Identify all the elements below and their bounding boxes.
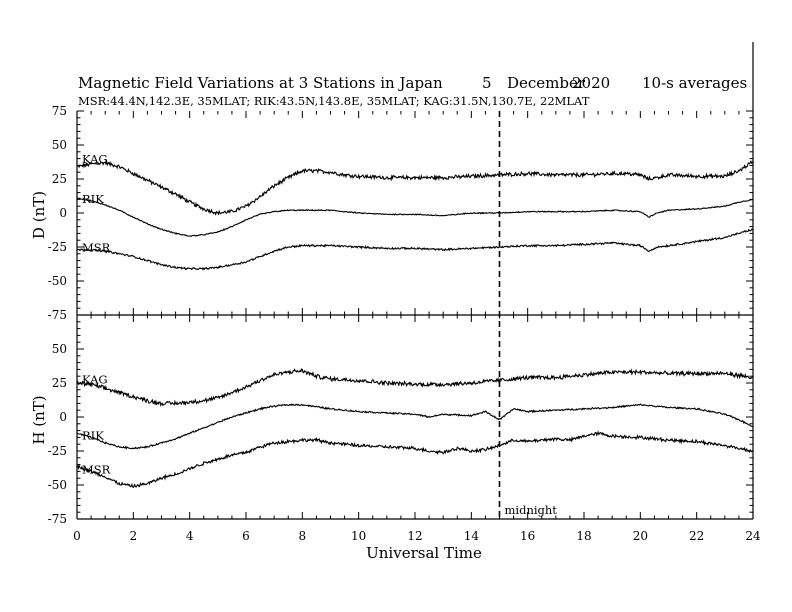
series-line-h-kag: [76, 368, 754, 407]
y-tick-label: -75: [48, 512, 67, 526]
x-tick-label: 24: [745, 529, 761, 543]
series-label-h-msr: MSR: [82, 462, 111, 476]
y-tick-label: 50: [52, 342, 67, 356]
d-panel-ylabel: D (nT): [30, 191, 48, 239]
h-panel-ylabel: H (nT): [30, 395, 48, 444]
series-line-d-kag: [76, 159, 754, 216]
y-tick-label: -75: [48, 308, 67, 322]
series-label-d-msr: MSR: [82, 241, 111, 255]
series-label-d-kag: KAG: [82, 152, 108, 166]
x-tick-label: 18: [576, 529, 591, 543]
x-tick-label: 8: [299, 529, 307, 543]
x-tick-label: 14: [464, 529, 480, 543]
x-tick-label: 4: [186, 529, 194, 543]
date-month: December: [507, 74, 586, 92]
y-tick-label: 25: [52, 172, 67, 186]
y-tick-label: 50: [52, 138, 67, 152]
y-tick-label: -25: [48, 240, 67, 254]
x-tick-label: 2: [130, 529, 138, 543]
x-tick-label: 6: [242, 529, 250, 543]
station-info: MSR:44.4N,142.3E, 35MLAT; RIK:43.5N,143.…: [78, 94, 590, 108]
x-tick-label: 12: [407, 529, 422, 543]
y-tick-label: 25: [52, 376, 67, 390]
x-tick-label: 10: [351, 529, 366, 543]
date-day: 5: [482, 74, 492, 92]
y-tick-label: -50: [48, 478, 67, 492]
series-line-d-msr: [76, 228, 754, 271]
series-label-d-rik: RIK: [82, 192, 104, 206]
y-tick-label: -25: [48, 444, 67, 458]
x-tick-label: 16: [520, 529, 535, 543]
averaging-label: 10-s averages: [642, 74, 747, 92]
x-axis: 0 2 4 6 8 10 12 14 16 18 20 22 24: [73, 111, 761, 543]
series-label-h-rik: RIK: [82, 428, 104, 442]
series-line-h-rik: [76, 403, 753, 450]
series-label-h-kag: KAG: [82, 372, 108, 386]
x-tick-label: 20: [633, 529, 648, 543]
series-line-d-rik: [76, 196, 754, 238]
y-tick-label: 75: [52, 104, 67, 118]
chart-title: Magnetic Field Variations at 3 Stations …: [78, 74, 443, 92]
d-panel: 75 50 25 0 -25 -50 -75 KAG RIK MSR: [48, 104, 754, 322]
series-line-h-msr: [76, 430, 754, 489]
date-year: 2020: [572, 74, 610, 92]
x-tick-label: 0: [73, 529, 81, 543]
x-axis-label: Universal Time: [366, 544, 482, 562]
x-tick-label: 22: [689, 529, 704, 543]
midnight-label: midnight: [505, 503, 558, 517]
y-tick-label: -50: [48, 274, 67, 288]
h-panel: 50 25 0 -25 -50 -75 KAG RIK MSR: [48, 314, 754, 526]
y-tick-label: 0: [59, 410, 67, 424]
y-tick-label: 0: [59, 206, 67, 220]
